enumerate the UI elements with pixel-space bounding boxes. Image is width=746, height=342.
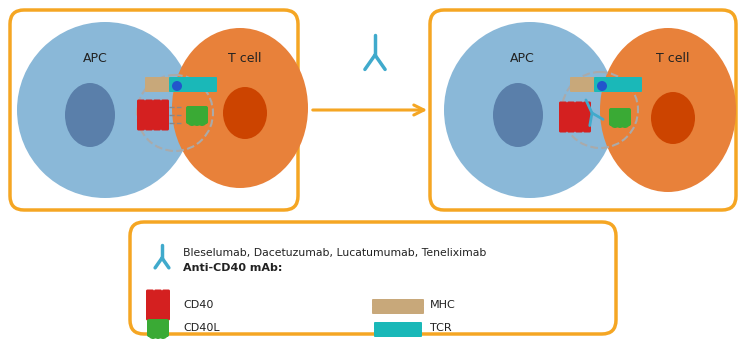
Text: APC: APC xyxy=(83,52,107,65)
FancyBboxPatch shape xyxy=(162,289,170,320)
FancyBboxPatch shape xyxy=(372,306,424,314)
FancyBboxPatch shape xyxy=(609,108,631,126)
Text: CD40L: CD40L xyxy=(183,323,219,333)
Ellipse shape xyxy=(651,92,695,144)
Ellipse shape xyxy=(600,28,736,192)
FancyBboxPatch shape xyxy=(570,84,622,92)
FancyBboxPatch shape xyxy=(594,77,642,85)
FancyBboxPatch shape xyxy=(169,77,217,85)
FancyBboxPatch shape xyxy=(186,106,208,124)
Ellipse shape xyxy=(493,83,543,147)
Text: MHC: MHC xyxy=(430,300,456,310)
FancyBboxPatch shape xyxy=(137,100,145,131)
Text: Anti-CD40 mAb:: Anti-CD40 mAb: xyxy=(183,263,283,273)
Ellipse shape xyxy=(172,28,308,188)
FancyBboxPatch shape xyxy=(169,84,217,92)
FancyBboxPatch shape xyxy=(147,319,169,337)
FancyBboxPatch shape xyxy=(154,289,162,320)
Text: APC: APC xyxy=(510,52,534,65)
FancyBboxPatch shape xyxy=(559,102,567,132)
Ellipse shape xyxy=(444,22,616,198)
Text: Bleselumab, Dacetuzumab, Lucatumumab, Teneliximab: Bleselumab, Dacetuzumab, Lucatumumab, Te… xyxy=(183,248,486,258)
FancyBboxPatch shape xyxy=(583,102,591,132)
Text: T cell: T cell xyxy=(228,52,262,65)
Circle shape xyxy=(148,329,158,339)
Circle shape xyxy=(597,81,607,91)
Circle shape xyxy=(620,118,630,128)
Circle shape xyxy=(153,329,163,339)
FancyBboxPatch shape xyxy=(594,84,642,92)
FancyBboxPatch shape xyxy=(372,299,424,307)
Circle shape xyxy=(615,118,625,128)
Ellipse shape xyxy=(223,87,267,139)
FancyBboxPatch shape xyxy=(570,77,622,85)
FancyBboxPatch shape xyxy=(145,84,197,92)
Circle shape xyxy=(192,116,202,126)
FancyBboxPatch shape xyxy=(153,100,161,131)
Circle shape xyxy=(187,116,197,126)
FancyBboxPatch shape xyxy=(374,322,422,330)
Circle shape xyxy=(172,81,182,91)
FancyBboxPatch shape xyxy=(567,102,575,132)
Ellipse shape xyxy=(17,22,193,198)
Text: CD40: CD40 xyxy=(183,300,213,310)
Ellipse shape xyxy=(65,83,115,147)
FancyBboxPatch shape xyxy=(575,102,583,132)
Circle shape xyxy=(197,116,207,126)
FancyBboxPatch shape xyxy=(145,77,197,85)
FancyBboxPatch shape xyxy=(374,329,422,337)
Text: TCR: TCR xyxy=(430,323,451,333)
FancyBboxPatch shape xyxy=(145,100,153,131)
Text: T cell: T cell xyxy=(656,52,690,65)
FancyBboxPatch shape xyxy=(161,100,169,131)
Circle shape xyxy=(610,118,620,128)
FancyBboxPatch shape xyxy=(146,289,154,320)
Circle shape xyxy=(158,329,168,339)
